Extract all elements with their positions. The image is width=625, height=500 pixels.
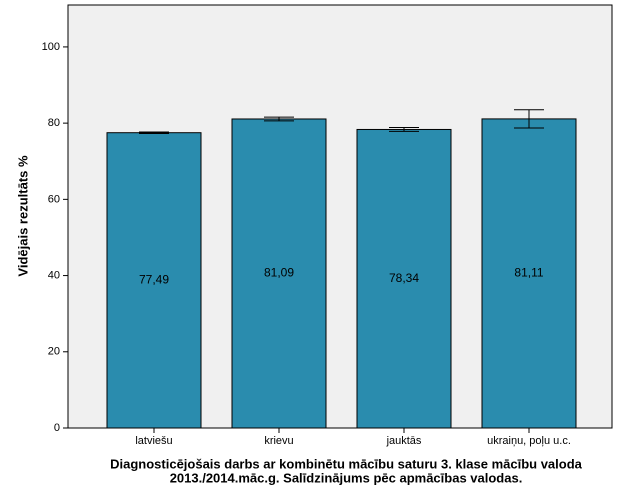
y-axis-label: Vidējais rezultāts % [15, 155, 30, 277]
chart-title: 2013./2014.māc.g. Salīdzinājums pēc apmā… [170, 470, 523, 485]
bar [231, 118, 327, 429]
x-tick-label: jauktās [386, 435, 422, 447]
y-tick-label: 40 [48, 269, 60, 281]
y-tick-label: 20 [48, 346, 60, 358]
data-label: 77,49 [139, 273, 169, 287]
y-tick-label: 100 [42, 41, 60, 53]
x-tick-label: krievu [264, 435, 293, 447]
y-tick-label: 60 [48, 193, 60, 205]
data-label: 78,34 [389, 271, 419, 285]
data-label: 81,11 [514, 266, 543, 280]
data-label: 81,09 [264, 266, 294, 280]
y-tick-label: 0 [54, 422, 60, 434]
chart-title: Diagnosticējošais darbs ar kombinētu māc… [110, 456, 583, 471]
bar [106, 132, 202, 429]
bar [356, 128, 452, 429]
y-tick-label: 80 [48, 117, 60, 129]
bar [481, 118, 577, 429]
x-tick-label: ukraiņu, poļu u.c. [487, 435, 571, 447]
x-tick-label: latviešu [135, 435, 172, 447]
